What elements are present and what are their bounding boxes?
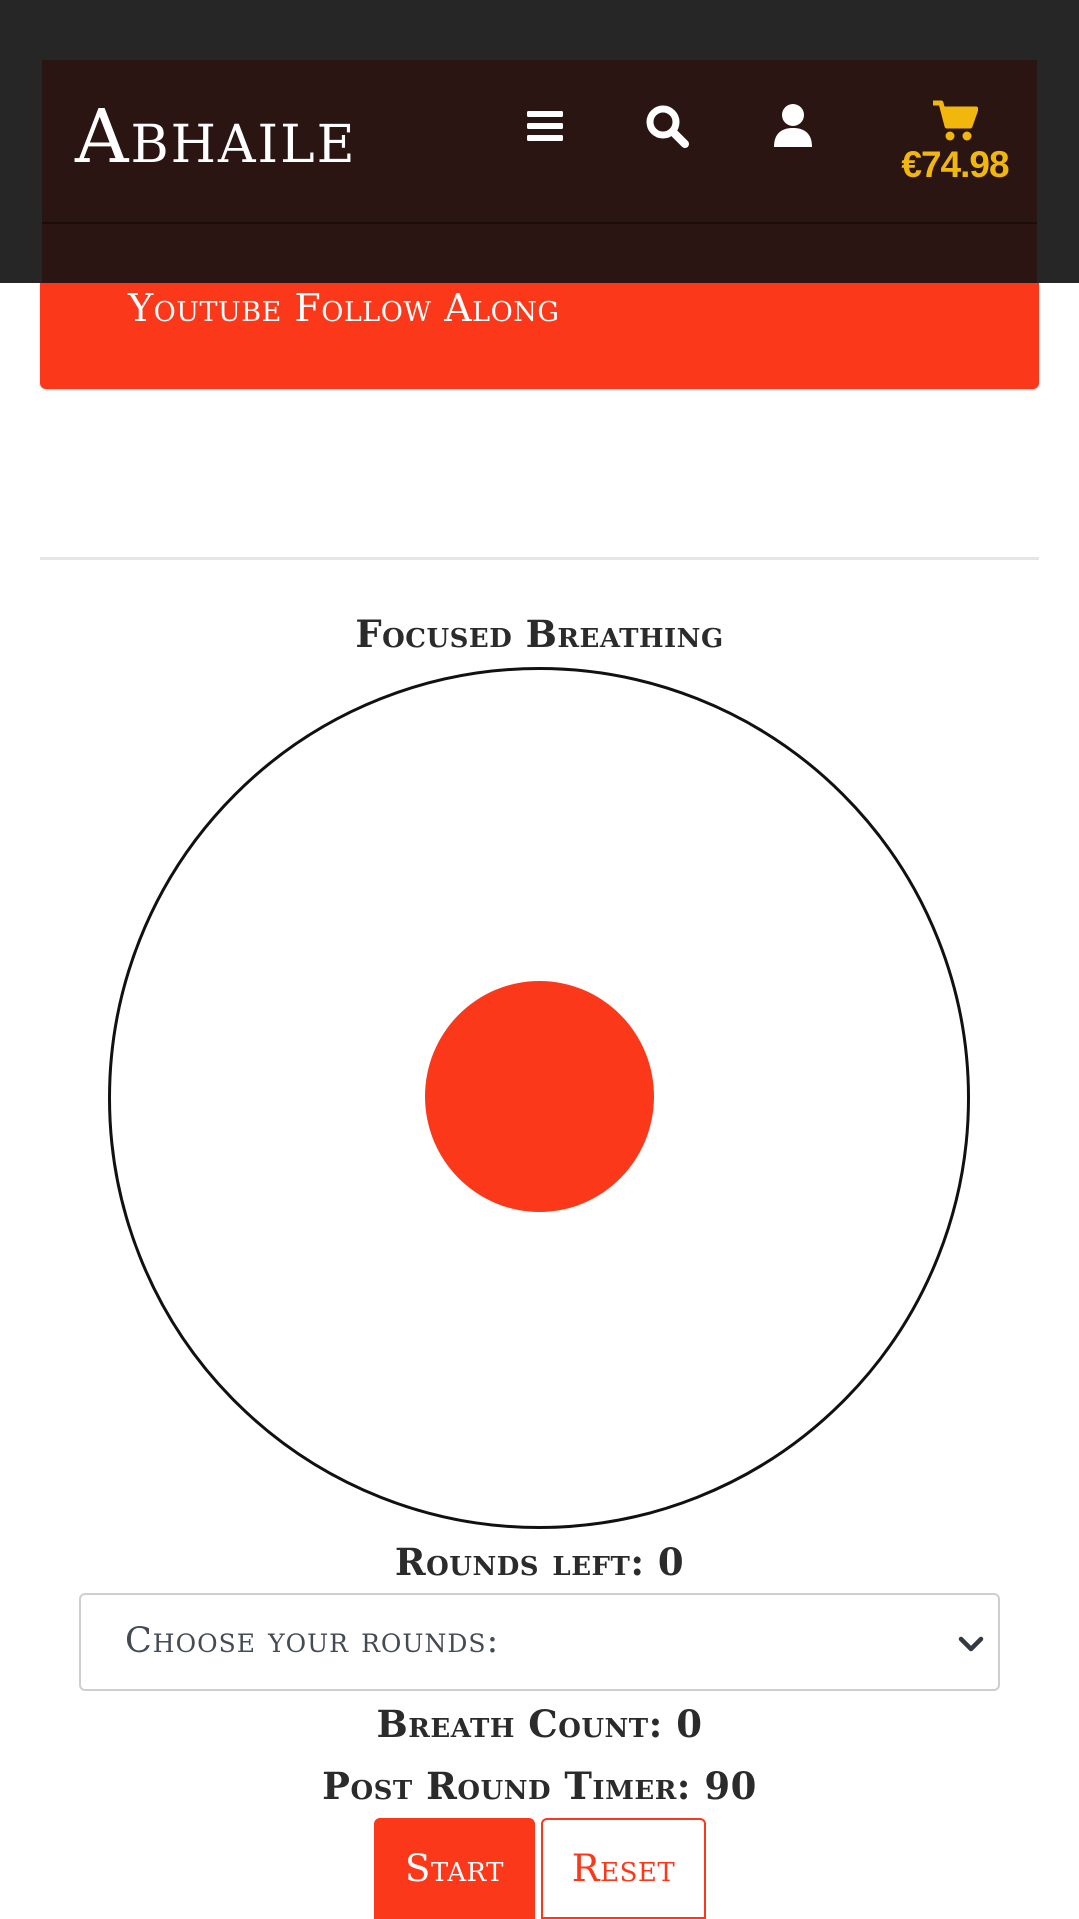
rounds-select-value: Choose your rounds: [125, 1621, 500, 1661]
breathing-circle-inner [425, 981, 654, 1212]
start-button[interactable]: Start [374, 1818, 535, 1919]
post-round-timer: Post Round Timer: 90 [322, 1764, 757, 1808]
rounds-select[interactable]: Choose your rounds: [79, 1593, 1000, 1691]
header-divider [42, 222, 1037, 224]
rounds-left: Rounds left: 0 [394, 1540, 685, 1584]
youtube-follow-along-link[interactable]: Youtube Follow Along [128, 286, 560, 330]
breath-count: Breath Count: 0 [376, 1702, 703, 1746]
breathing-title: Focused Breathing [355, 612, 724, 656]
reset-button[interactable]: Reset [541, 1818, 706, 1919]
search-icon[interactable] [643, 102, 691, 150]
chevron-down-icon [958, 1636, 984, 1652]
menu-icon[interactable] [521, 102, 569, 150]
cart-icon [933, 100, 978, 141]
cart-total: €74.98 [901, 144, 1009, 185]
brand-logo[interactable]: Abhaile [75, 94, 357, 180]
section-divider [40, 557, 1039, 560]
cart-button[interactable]: €74.98 [890, 100, 1020, 186]
user-icon[interactable] [769, 102, 817, 150]
breathing-circle-outer [108, 667, 970, 1529]
site-header: Abhaile €74.98 [42, 60, 1037, 283]
